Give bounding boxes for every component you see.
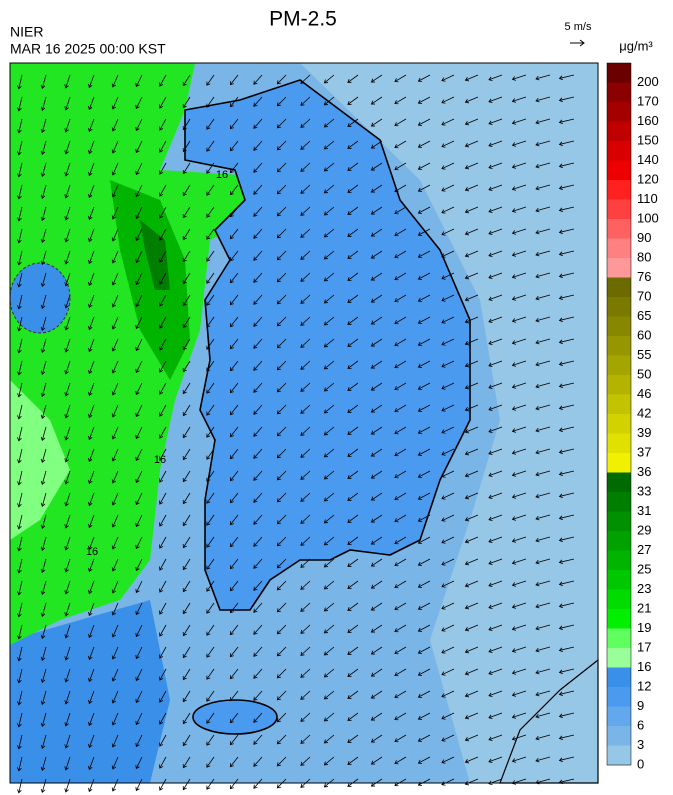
- colorbar-label: 42: [637, 405, 651, 420]
- colorbar-segment: [607, 472, 631, 493]
- colorbar-label: 50: [637, 366, 651, 381]
- wind-reference-arrowhead: [579, 39, 585, 47]
- colorbar-label: 46: [637, 386, 651, 401]
- colorbar-segment: [607, 453, 631, 473]
- colorbar-segment: [607, 726, 631, 746]
- colorbar-label: 36: [637, 464, 651, 479]
- colorbar-segment: [607, 258, 631, 278]
- colorbar-segment: [607, 745, 631, 766]
- wind-arrows: [17, 74, 575, 794]
- colorbar-label: 12: [637, 678, 651, 693]
- colorbar-frame: [606, 62, 632, 766]
- colorbar-label: 9: [637, 698, 644, 713]
- colorbar-label: 140: [637, 152, 659, 167]
- colorbar-label: 25: [637, 561, 651, 576]
- contour-label: 16: [216, 169, 228, 181]
- colorbar-label: 33: [637, 483, 651, 498]
- colorbar-segment: [607, 628, 631, 649]
- colorbar-segment: [607, 63, 631, 83]
- colorbar-label: 27: [637, 542, 651, 557]
- pm-plume: [10, 63, 250, 645]
- colorbar-segment: [607, 531, 631, 551]
- colorbar-label: 37: [637, 444, 651, 459]
- sea-region: [10, 600, 170, 783]
- colorbar-label: 31: [637, 503, 651, 518]
- colorbar-label: 0: [637, 756, 644, 771]
- colorbar-label: 76: [637, 269, 651, 284]
- pm-plume-peak: [140, 220, 170, 290]
- colorbar-segment: [607, 238, 631, 259]
- wind-reference: 5 m/s: [565, 21, 592, 33]
- map-frame: [9, 62, 599, 784]
- colorbar-segment: [607, 180, 631, 200]
- colorbar-segment: [607, 648, 631, 668]
- colorbar-segment: [607, 492, 631, 512]
- colorbar-segment: [607, 609, 631, 629]
- colorbar-segment: [607, 355, 631, 376]
- colorbar-label: 60: [637, 327, 651, 342]
- contour-label: 16: [86, 546, 98, 558]
- colorbar-segment: [607, 433, 631, 454]
- colorbar-label: 160: [637, 113, 659, 128]
- colorbar-label: 110: [637, 191, 658, 206]
- colorbar-label: 19: [637, 620, 651, 635]
- colorbar-segment: [607, 706, 631, 727]
- colorbar-label: 70: [637, 288, 651, 303]
- colorbar-segment: [607, 667, 631, 688]
- colorbar-segment: [607, 570, 631, 590]
- colorbar-label: 150: [637, 132, 659, 147]
- map: [9, 62, 599, 794]
- colorbar-label: 55: [637, 347, 651, 362]
- colorbar-segment: [607, 550, 631, 571]
- pm-plume-core: [110, 180, 190, 380]
- colorbar-segment: [607, 82, 631, 103]
- colorbar-label: 170: [637, 93, 659, 108]
- colorbar-segment: [607, 141, 631, 161]
- colorbar-label: 90: [637, 230, 651, 245]
- agency: NIER: [10, 24, 43, 40]
- colorbar-segment: [607, 102, 631, 122]
- colorbar-unit: μg/m³: [619, 38, 653, 53]
- colorbar-label: 65: [637, 308, 651, 323]
- clean-pocket: [9, 262, 71, 334]
- timestamp: MAR 16 2025 00:00 KST: [10, 41, 166, 57]
- colorbar-label: 6: [637, 717, 644, 732]
- clean-sea: [300, 63, 598, 783]
- colorbar-segment: [607, 336, 631, 356]
- colorbar-segment: [607, 199, 631, 220]
- colorbar-label: 23: [637, 581, 651, 596]
- colorbar-segment: [607, 316, 631, 337]
- colorbar-label: 100: [637, 210, 659, 225]
- colorbar-segment: [607, 687, 631, 707]
- colorbar-segment: [607, 297, 631, 317]
- colorbar-label: 80: [637, 249, 651, 264]
- colorbar-segment: [607, 375, 631, 395]
- colorbar-segment: [607, 589, 631, 610]
- colorbar-label: 29: [637, 522, 651, 537]
- colorbar-segment: [607, 394, 631, 415]
- colorbar-segment: [607, 121, 631, 142]
- colorbar-segment: [607, 511, 631, 532]
- colorbar-label: 200: [637, 74, 659, 89]
- colorbar-label: 17: [637, 639, 651, 654]
- colorbar-segment: [607, 219, 631, 239]
- colorbar-label: 3: [637, 737, 644, 752]
- colorbar-label: 16: [637, 659, 651, 674]
- colorbar-label: 39: [637, 425, 651, 440]
- contour-label: 16: [154, 454, 166, 466]
- pm-plume-light: [10, 380, 70, 540]
- colorbar-segment: [607, 277, 631, 298]
- colorbar-segment: [607, 414, 631, 434]
- colorbar-segment: [607, 160, 631, 181]
- colorbar-label: 120: [637, 171, 659, 186]
- title: PM-2.5: [269, 8, 337, 31]
- colorbar-label: 21: [637, 600, 651, 615]
